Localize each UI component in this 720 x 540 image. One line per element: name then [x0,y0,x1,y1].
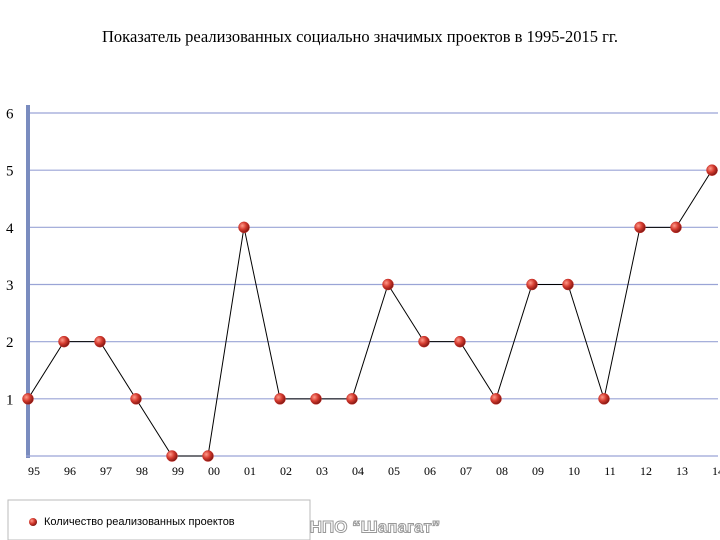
x-tick-label: 07 [460,464,472,478]
x-tick-label: 04 [352,464,364,478]
y-tick-label: 5 [6,164,14,180]
x-tick-label: 10 [568,464,580,478]
legend-box [7,499,311,540]
chart-title: Показатель реализованных социально значи… [102,27,618,46]
legend-marker [29,518,37,526]
x-tick-label: 03 [316,464,328,478]
marker [166,450,178,462]
marker [382,278,394,291]
x-tick-label: 96 [64,464,76,478]
x-tick-label: 95 [28,464,40,478]
marker [310,393,322,405]
x-tick-label: 09 [532,464,544,478]
x-tick-label: 06 [424,464,436,478]
marker [238,221,250,234]
marker [94,335,106,348]
marker [130,393,142,405]
marker [22,393,34,405]
x-tick-label: 14 [712,464,720,478]
marker [490,393,502,405]
x-tick-label: 01 [244,464,256,478]
y-tick-label: 1 [6,392,14,408]
marker [202,450,214,462]
x-tick-label: 08 [496,464,508,478]
x-tick-label: 12 [640,464,652,478]
legend-label: Количество реализованных проектов [44,516,235,528]
x-tick-label: 98 [136,464,148,478]
marker [454,335,466,348]
marker [526,278,538,291]
x-tick-label: 11 [604,464,616,478]
marker [418,335,430,348]
x-tick-label: 02 [280,464,292,478]
y-tick-label: 6 [6,106,14,122]
marker [58,335,70,348]
y-tick-label: 3 [6,278,14,294]
y-tick-label: 2 [6,335,14,351]
marker [562,278,574,291]
x-tick-label: 99 [172,464,184,478]
x-tick-label: 05 [388,464,400,478]
series-line [27,169,713,457]
y-tick-label: 4 [6,221,14,237]
marker [670,221,682,234]
x-tick-label: 00 [208,464,220,478]
marker [634,221,646,234]
marker [274,393,286,405]
x-tick-label: 97 [100,464,112,478]
watermark: НПО “Шапагат” [310,517,441,536]
marker [598,393,610,405]
marker [706,164,718,176]
marker [346,393,358,405]
x-tick-label: 13 [676,464,688,478]
